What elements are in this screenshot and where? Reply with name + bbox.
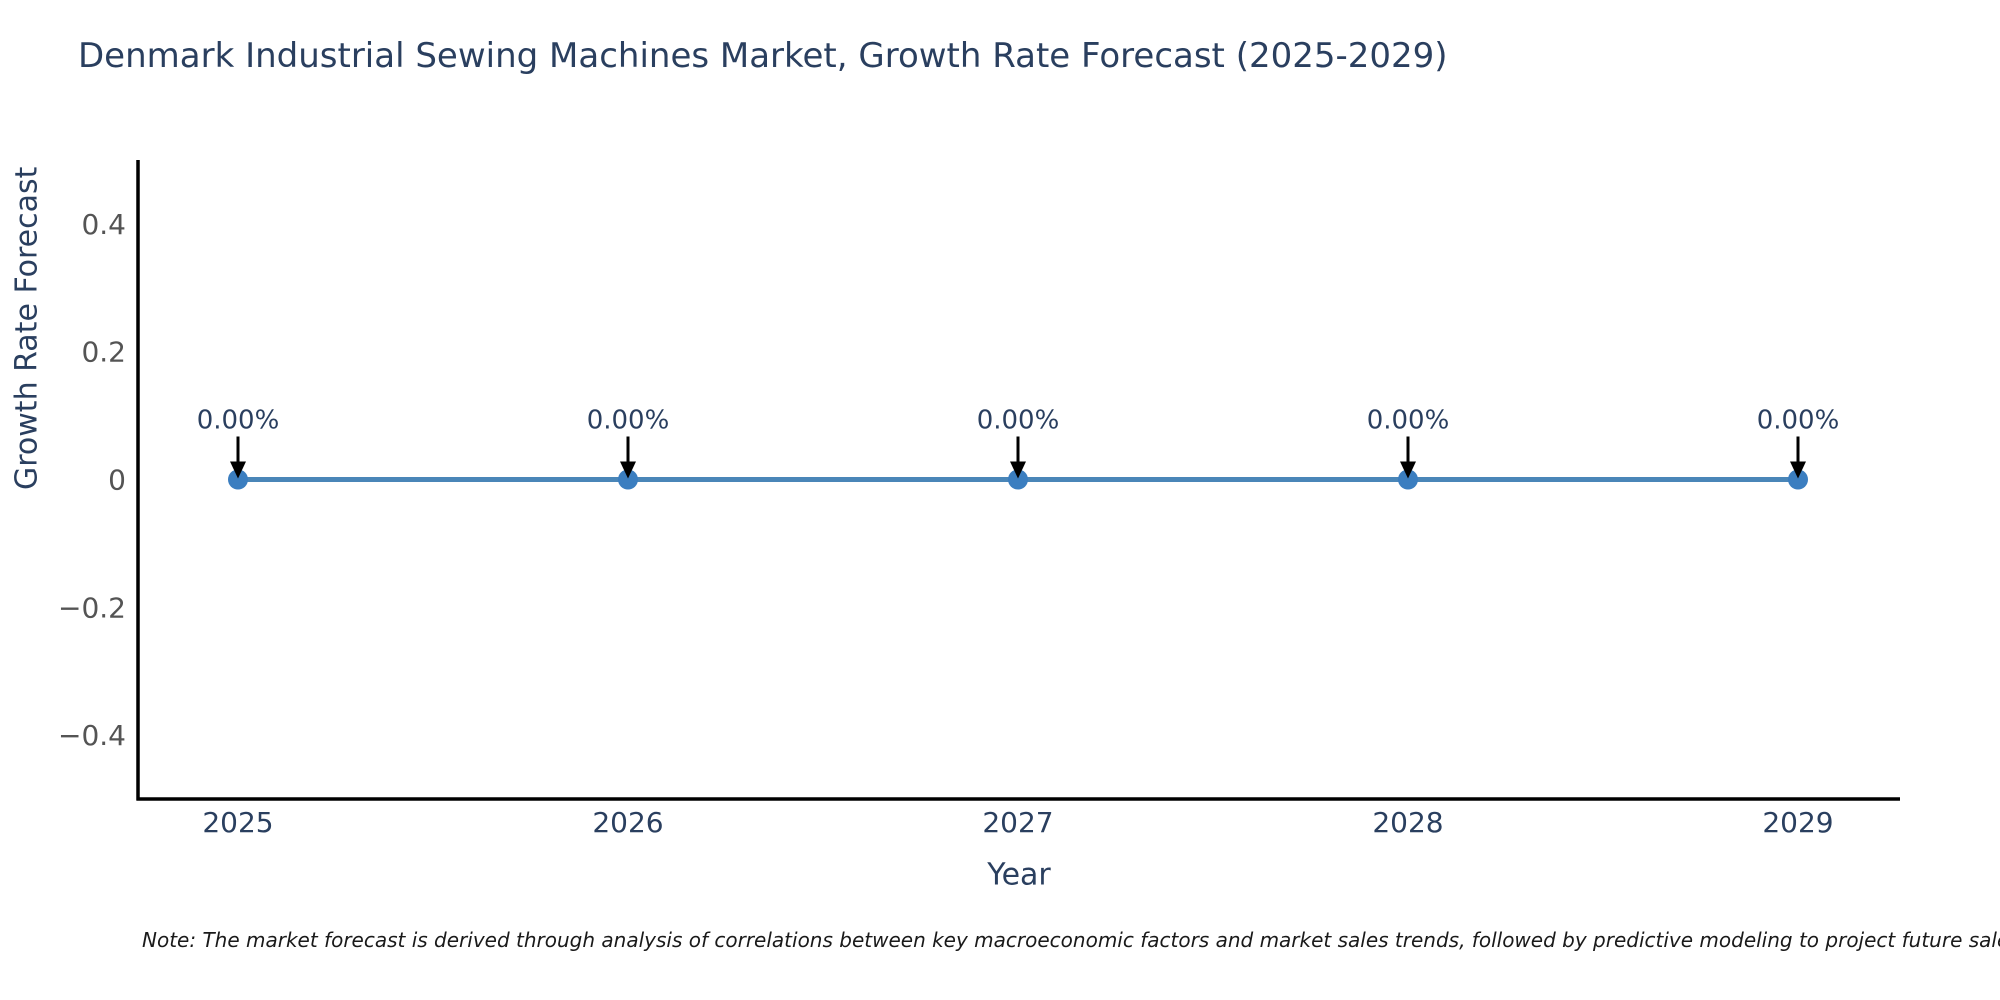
data-point-marker[interactable]: [228, 469, 248, 490]
x-axis-title: Year: [987, 857, 1051, 893]
point-annotation-label: 0.00%: [587, 406, 670, 436]
chart-title: Denmark Industrial Sewing Machines Marke…: [78, 36, 1448, 76]
point-annotation-label: 0.00%: [1367, 406, 1450, 436]
data-point-marker[interactable]: [1008, 469, 1028, 490]
x-tick-label: 2026: [592, 806, 663, 839]
annotation-arrowhead-icon: [1400, 461, 1416, 479]
data-point-marker[interactable]: [1398, 469, 1418, 490]
y-tick-label: 0.4: [81, 208, 126, 241]
annotation-arrowhead-icon: [1790, 461, 1806, 479]
point-annotation-label: 0.00%: [197, 406, 280, 436]
x-tick-label: 2025: [202, 806, 273, 839]
y-tick-label: −0.2: [58, 591, 126, 624]
x-tick-label: 2029: [1762, 806, 1833, 839]
data-point-marker[interactable]: [1788, 469, 1808, 490]
data-point-marker[interactable]: [618, 469, 638, 490]
annotation-arrowhead-icon: [1010, 461, 1026, 479]
x-tick-label: 2027: [982, 806, 1053, 839]
annotation-arrowhead-icon: [620, 461, 636, 479]
annotation-arrowhead-icon: [230, 461, 246, 479]
y-tick-label: 0: [108, 464, 126, 497]
point-annotation-label: 0.00%: [977, 406, 1060, 436]
y-tick-label: −0.4: [58, 719, 126, 752]
y-tick-label: 0.2: [81, 336, 126, 369]
y-axis-title: Growth Rate Forecast: [9, 166, 45, 490]
point-annotation-label: 0.00%: [1757, 406, 1840, 436]
x-tick-label: 2028: [1372, 806, 1443, 839]
footnote: Note: The market forecast is derived thr…: [142, 928, 2000, 952]
